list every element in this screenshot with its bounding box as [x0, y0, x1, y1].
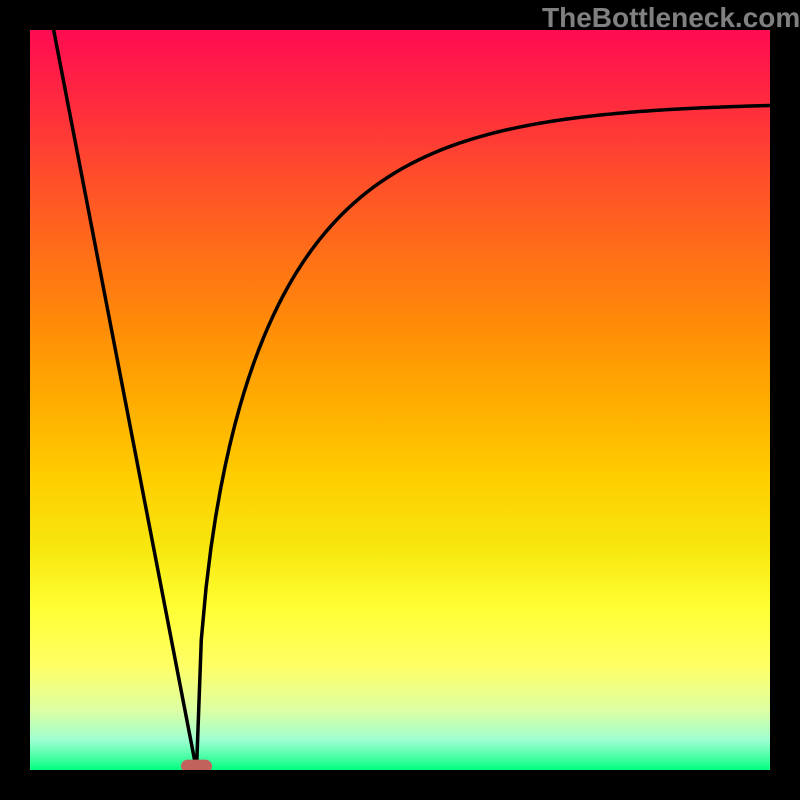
optimal-marker	[181, 760, 212, 770]
plot-area	[30, 30, 770, 770]
chart-container: TheBottleneck.com	[0, 0, 800, 800]
watermark-text: TheBottleneck.com	[542, 2, 800, 34]
gradient-background	[30, 30, 770, 770]
chart-svg	[30, 30, 770, 770]
